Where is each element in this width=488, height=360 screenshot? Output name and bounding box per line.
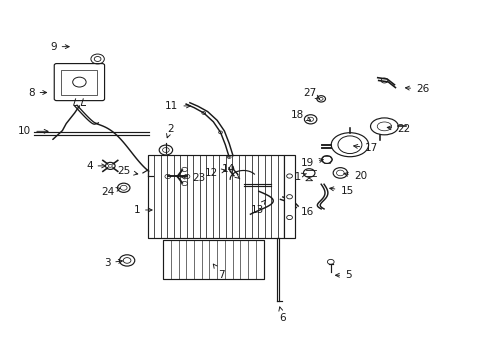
Text: 25: 25 [117,166,138,176]
Text: 6: 6 [278,307,285,323]
Text: 8: 8 [28,87,46,98]
Text: 21: 21 [287,172,306,182]
Text: 1: 1 [133,205,152,215]
Text: 15: 15 [329,186,353,195]
Text: 10: 10 [18,126,48,136]
Text: 27: 27 [303,87,319,99]
Bar [147,155,284,238]
Text: 23: 23 [181,173,204,183]
Text: 7: 7 [213,264,224,280]
Text: 9: 9 [50,42,69,51]
Text: 17: 17 [353,143,378,153]
Bar [61,69,97,95]
Text: 24: 24 [101,187,120,197]
Bar [284,155,294,238]
Text: 14: 14 [221,165,239,179]
Text: 19: 19 [300,158,323,168]
Bar [163,240,263,279]
Text: 16: 16 [291,207,314,217]
Text: 11: 11 [165,101,190,111]
Text: 3: 3 [103,258,122,268]
Text: 12: 12 [204,168,225,178]
Text: 20: 20 [344,171,366,181]
Text: 18: 18 [290,110,310,121]
Text: 4: 4 [86,161,105,171]
Text: 5: 5 [335,270,351,280]
Text: 13: 13 [250,200,265,215]
Circle shape [108,165,112,167]
Text: 2: 2 [166,124,173,138]
Text: 22: 22 [386,124,409,134]
Text: 26: 26 [405,84,428,94]
